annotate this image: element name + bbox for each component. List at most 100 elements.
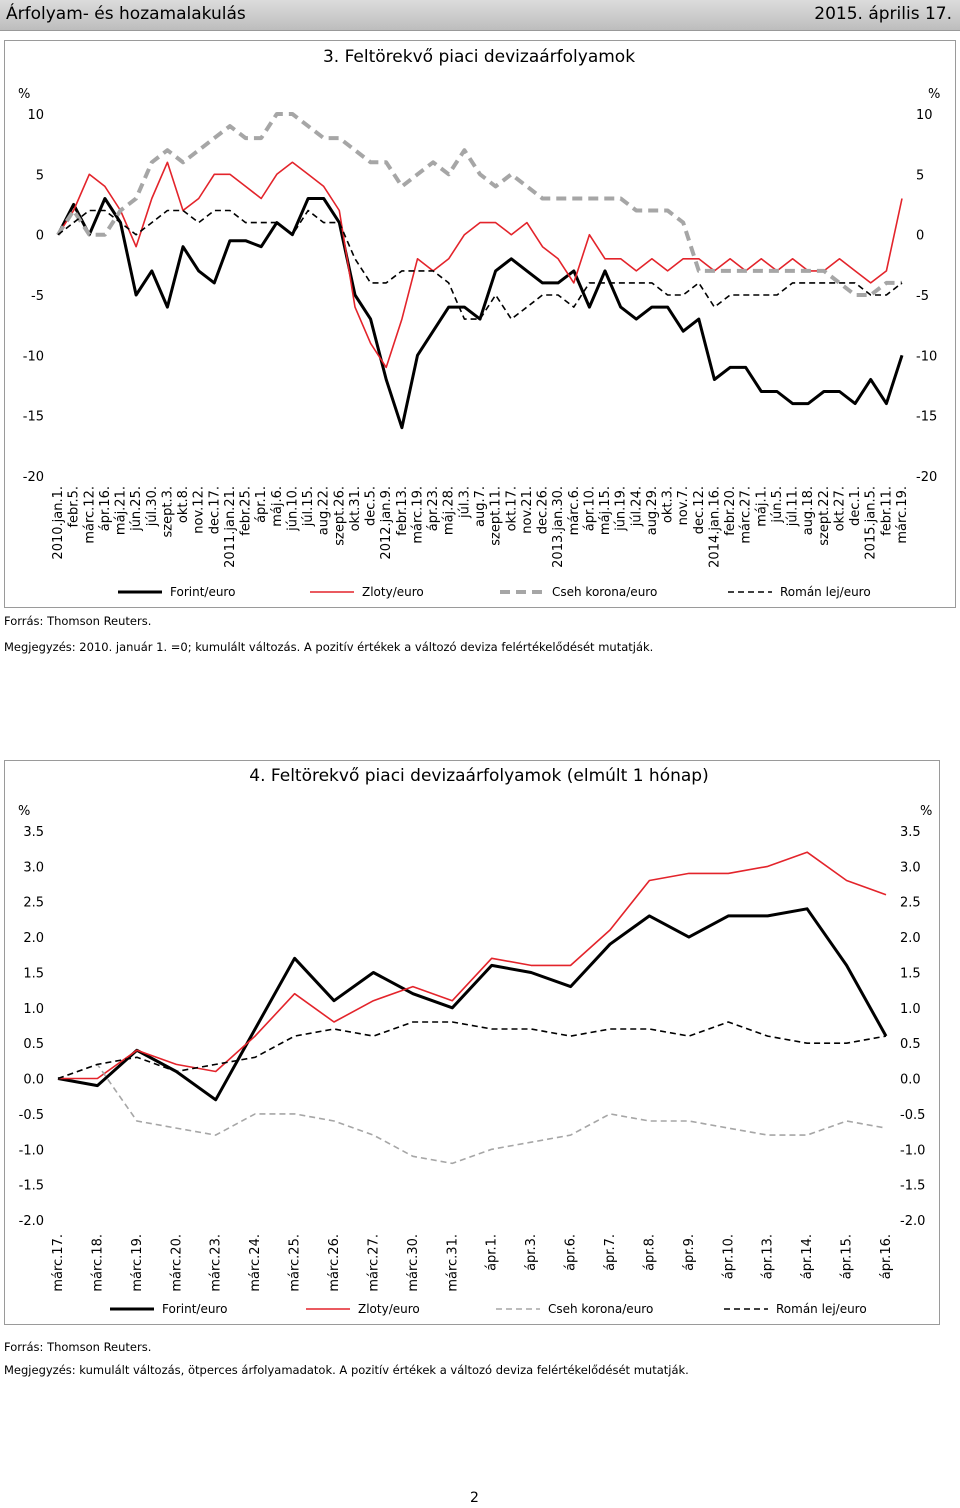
chart-2-note: Megjegyzés: kumulált változás, ötperces … — [4, 1363, 689, 1377]
x-tick-label: okt.27. — [832, 486, 847, 531]
y-tick-right: -0.5 — [900, 1108, 925, 1123]
x-tick-label: ápr.1. — [254, 486, 269, 523]
x-tick-label: febr.13. — [395, 486, 410, 536]
x-tick-label: okt.3. — [661, 486, 676, 523]
legend-label: Cseh korona/euro — [552, 585, 657, 599]
chart-1-source: Forrás: Thomson Reuters. — [4, 614, 152, 628]
y-tick-right: -20 — [916, 470, 937, 485]
y-tick-right: -2.0 — [900, 1214, 925, 1229]
x-tick-label: aug.18. — [801, 486, 816, 535]
x-tick-label: aug.29. — [645, 486, 660, 535]
chart-1: % % 10 10 5 5 0 0 -5 -5 -10 -10 -15 -15 -20 -20 2010.jan… — [18, 87, 940, 599]
y-tick-right: 1.0 — [900, 1002, 921, 1017]
y-tick-left: 3.5 — [23, 825, 44, 840]
x-tick-label: márc.24. — [248, 1234, 263, 1292]
x-tick-label: márc.19. — [895, 486, 910, 544]
y-tick-right: -10 — [916, 349, 937, 364]
x-tick-label: 2011.jan.21. — [223, 486, 238, 568]
x-tick-label: márc.27. — [739, 486, 754, 544]
x-tick-label: 2013.jan.30. — [551, 486, 566, 568]
x-tick-label: ápr.3. — [524, 1234, 539, 1271]
x-tick-label: jún.19. — [614, 486, 629, 532]
header-date: 2015. április 17. — [814, 4, 952, 24]
chart-2-title: 4. Feltörekvő piaci devizaárfolyamok (el… — [249, 766, 709, 786]
x-tick-label: jún.25. — [129, 486, 144, 532]
y-tick-right: -5 — [916, 289, 929, 304]
x-tick-label: nov.7. — [676, 486, 691, 525]
y-tick-left: -15 — [23, 410, 44, 425]
y-tick-right: -1.5 — [900, 1179, 925, 1194]
page-header: Árfolyam- és hozamalakulás 2015. április… — [0, 0, 960, 31]
series-line — [57, 907, 888, 1102]
x-tick-label: okt.31. — [348, 486, 363, 531]
x-tick-label: júl.15. — [301, 486, 316, 527]
x-tick-label: ápr.8. — [642, 1234, 657, 1271]
x-tick-label: márc.18. — [90, 1234, 105, 1292]
chart-2: % % 3.5 3.5 3.0 3.0 2.5 2.5 2.0 2.0 1.5 1.5 1.0 1.0 0.… — [18, 804, 932, 1316]
y-tick-right: 2.5 — [900, 896, 921, 911]
x-tick-label: febr.11. — [879, 486, 894, 536]
x-tick-label: ápr.13. — [761, 1234, 776, 1279]
chart-1-note: Megjegyzés: 2010. január 1. =0; kumulált… — [4, 640, 654, 654]
y-tick-right: 0 — [916, 229, 924, 244]
x-tick-label: márc.6. — [567, 486, 582, 535]
legend-label: Román lej/euro — [780, 585, 871, 599]
y-tick-left: 5 — [36, 168, 44, 183]
y-tick-left: 2.0 — [23, 931, 44, 946]
x-tick-label: ápr.1. — [485, 1234, 500, 1271]
x-tick-label: dec.5. — [364, 486, 379, 526]
y-tick-right: 10 — [916, 108, 933, 123]
page-number: 2 — [470, 1490, 479, 1506]
y-tick-right: 2.0 — [900, 931, 921, 946]
x-tick-label: máj.28. — [442, 486, 457, 535]
x-tick-label: júl.24. — [629, 486, 644, 527]
y-tick-right: 1.5 — [900, 966, 921, 981]
y-tick-left: -0.5 — [19, 1108, 44, 1123]
x-tick-label: jún.10. — [285, 486, 300, 532]
y-tick-right: 5 — [916, 168, 924, 183]
x-tick-label: okt.8. — [176, 486, 191, 523]
x-tick-label: 2015.jan.5. — [864, 486, 879, 560]
y-tick-left: -5 — [31, 289, 44, 304]
series-line — [56, 112, 902, 297]
legend-label: Román lej/euro — [776, 1302, 867, 1316]
x-tick-label: márc.19. — [410, 486, 425, 544]
chart-1-title: 3. Feltörekvő piaci devizaárfolyamok — [322, 47, 636, 67]
y-unit-right: % — [928, 87, 940, 102]
x-tick-label: márc.19. — [130, 1234, 145, 1292]
y-unit-left: % — [18, 87, 30, 102]
x-tick-label: márc.30. — [406, 1234, 421, 1292]
x-tick-label: ápr.15. — [840, 1234, 855, 1279]
y-tick-left: 0.5 — [23, 1037, 44, 1052]
x-tick-label: ápr.23. — [426, 486, 441, 531]
x-tick-label: márc.25. — [288, 1234, 303, 1292]
legend-label: Zloty/euro — [358, 1302, 420, 1316]
x-tick-label: okt.17. — [504, 486, 519, 531]
x-tick-label: aug.22. — [317, 486, 332, 535]
chart-2-source: Forrás: Thomson Reuters. — [4, 1340, 152, 1354]
x-tick-label: máj.21. — [114, 486, 129, 535]
series-line — [57, 161, 903, 369]
y-tick-right: 0.0 — [900, 1073, 921, 1088]
x-tick-label: ápr.10. — [721, 1234, 736, 1279]
x-tick-label: dec.17. — [207, 486, 222, 534]
series-line — [56, 197, 904, 430]
x-tick-label: aug.7. — [473, 486, 488, 527]
y-tick-left: -2.0 — [19, 1214, 44, 1229]
y-tick-left: 10 — [27, 108, 44, 123]
x-tick-label: szept.26. — [332, 486, 347, 546]
series-line — [58, 851, 887, 1080]
y-tick-right: -15 — [916, 410, 937, 425]
y-tick-left: -1.0 — [19, 1143, 44, 1158]
x-tick-label: ápr.9. — [682, 1234, 697, 1271]
x-tick-label: márc.17. — [51, 1234, 66, 1292]
x-tick-label: ápr.14. — [800, 1234, 815, 1279]
x-tick-label: márc.26. — [327, 1234, 342, 1292]
x-tick-label: dec.12. — [692, 486, 707, 534]
legend-label: Zloty/euro — [362, 585, 424, 599]
x-tick-label: márc.31. — [445, 1234, 460, 1292]
x-tick-label: ápr.16. — [879, 1234, 894, 1279]
x-tick-label: febr.5. — [67, 486, 82, 528]
x-tick-label: szept.22. — [817, 486, 832, 546]
x-tick-label: márc.20. — [169, 1234, 184, 1292]
